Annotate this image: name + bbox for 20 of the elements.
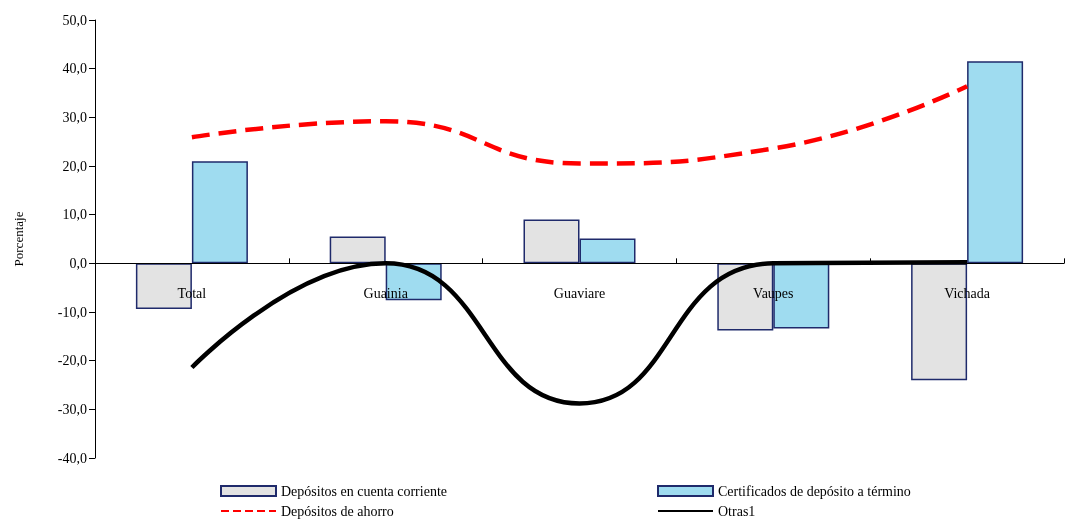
y-tick-label: 50,0 [62,12,87,28]
y-tick-label: 40,0 [62,61,87,77]
bar [967,61,1024,264]
bar [191,161,248,264]
legend-label: Depósitos en cuenta corriente [281,483,447,499]
y-tick-label: -20,0 [57,353,87,369]
y-tick-label: 30,0 [62,109,87,125]
line-series [189,83,970,166]
legend-label: Otras1 [718,503,756,519]
x-tick-label: Guaviare [553,285,606,301]
y-axis-title: Porcentaje [11,211,26,267]
y-tick-label: -30,0 [57,401,87,417]
legend-label: Depósitos de ahorro [281,503,394,519]
y-tick-label: 0,0 [69,255,87,271]
y-tick-label: -10,0 [57,304,87,320]
y-tick-label: -40,0 [57,450,87,466]
y-tick-label: 10,0 [62,207,87,223]
y-tick-label: 20,0 [62,158,87,174]
bar [329,236,386,264]
legend-label: Certificados de depósito a término [718,483,911,499]
